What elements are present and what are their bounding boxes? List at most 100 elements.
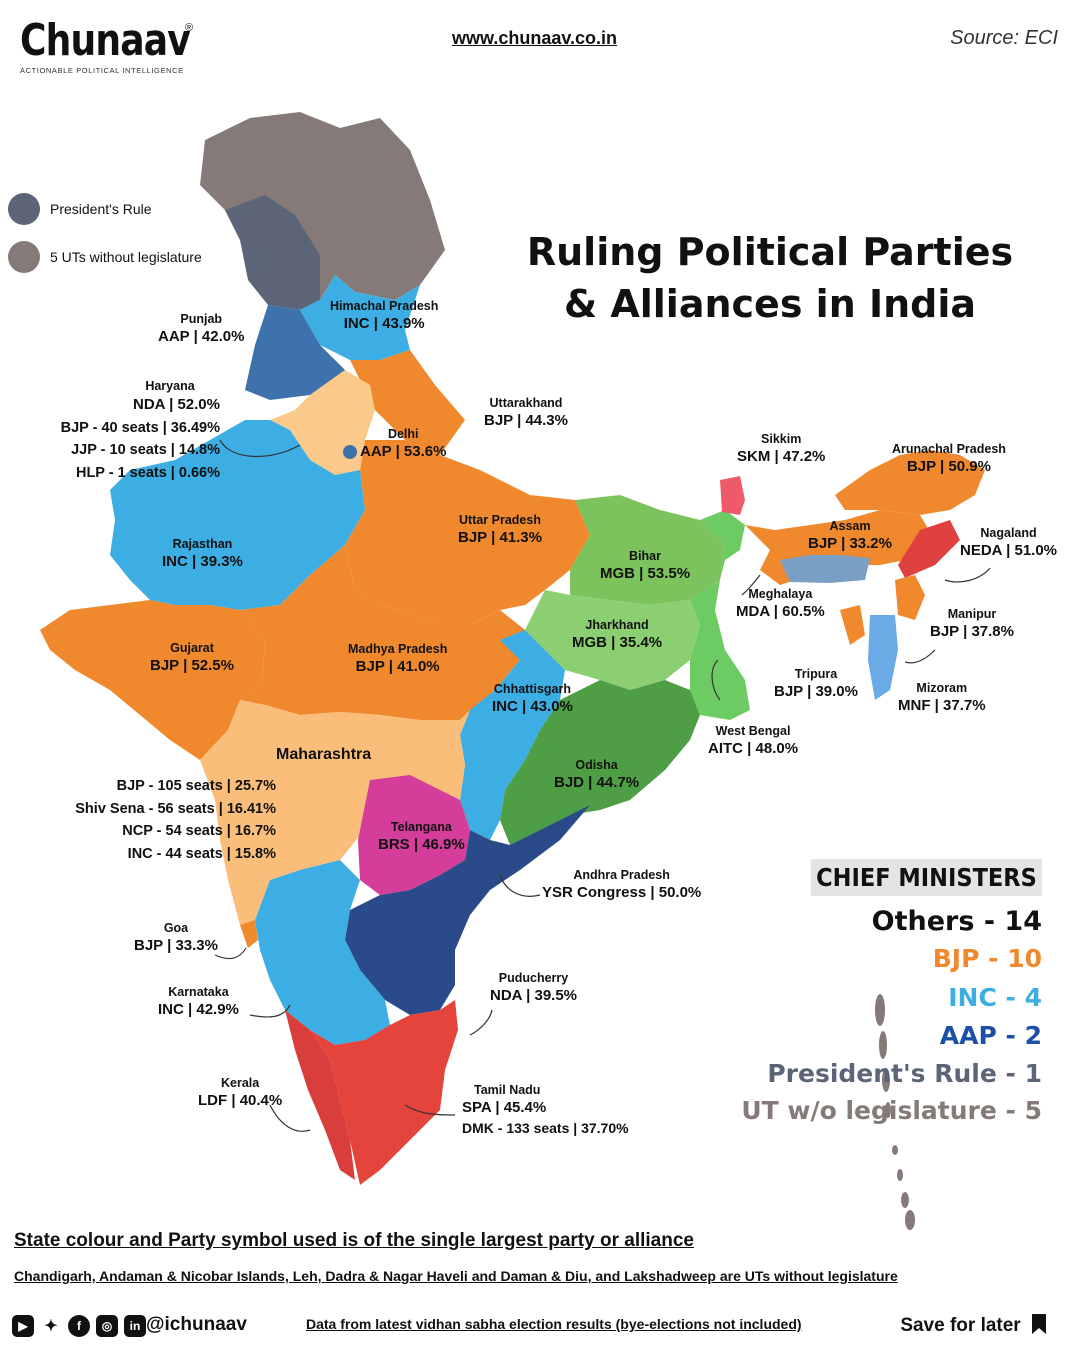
- label-chhattisgarh: Chhattisgarh INC | 43.0%: [492, 681, 573, 717]
- state-name: Tamil Nadu: [474, 1083, 541, 1097]
- state-value: BJP | 52.5%: [150, 657, 234, 674]
- legend-president: President's Rule: [8, 193, 152, 225]
- brand-logo: Chunaav ® ACTIONABLE POLITICAL INTELLIGE…: [20, 15, 227, 76]
- state-value: BJP | 44.3%: [484, 412, 568, 429]
- label-manipur: Manipur BJP | 37.8%: [930, 606, 1014, 642]
- state-name: Odisha: [575, 758, 618, 772]
- state-value: NEDA | 51.0%: [960, 542, 1058, 559]
- label-telangana: Telangana BRS | 46.9%: [378, 819, 465, 855]
- label-kerala: Kerala LDF | 40.4%: [198, 1075, 282, 1111]
- state-value: AITC | 48.0%: [708, 740, 799, 757]
- state-value: BJP | 33.3%: [134, 937, 218, 954]
- label-jharkhand: Jharkhand MGB | 35.4%: [572, 617, 662, 653]
- state-value: AAP | 53.6%: [360, 443, 447, 460]
- label-uttarakhand: Uttarakhand BJP | 44.3%: [484, 395, 568, 431]
- region-andaman-islands: [875, 994, 915, 1230]
- cm-ut: UT w/o legislature - 5: [741, 1096, 1042, 1125]
- maharashtra-line: INC - 44 seats | 15.8%: [127, 845, 276, 862]
- state-value: BJP | 41.3%: [458, 529, 542, 546]
- state-name: Nagaland: [980, 526, 1037, 540]
- state-value: MGB | 53.5%: [600, 565, 691, 582]
- social-links: ▶ ✦ f ◎ in: [12, 1315, 146, 1337]
- label-goa: Goa BJP | 33.3%: [134, 920, 218, 956]
- facebook-icon[interactable]: f: [68, 1315, 90, 1337]
- state-name: Arunachal Pradesh: [892, 442, 1006, 456]
- state-name: West Bengal: [715, 724, 791, 738]
- footnote-uts: Chandigarh, Andaman & Nicobar Islands, L…: [14, 1268, 898, 1284]
- region-up: [345, 440, 590, 625]
- state-name: Manipur: [947, 607, 997, 621]
- state-name: Haryana: [145, 379, 195, 393]
- maharashtra-line: NCP - 54 seats | 16.7%: [122, 823, 276, 839]
- maharashtra-line: Shiv Sena - 56 seats | 16.41%: [75, 800, 276, 817]
- label-arunachal: Arunachal Pradesh BJP | 50.9%: [892, 441, 1006, 477]
- label-mp: Madhya Pradesh BJP | 41.0%: [348, 641, 447, 677]
- state-value: SKM | 47.2%: [737, 448, 826, 465]
- save-for-later[interactable]: Save for later: [900, 1314, 1046, 1337]
- state-value: INC | 42.9%: [158, 1001, 239, 1018]
- state-name: Jharkhand: [585, 618, 649, 632]
- state-value: INC | 39.3%: [162, 553, 243, 570]
- state-name: Tripura: [794, 667, 838, 681]
- state-name: Assam: [829, 519, 871, 533]
- region-jk-ladakh: [200, 112, 445, 300]
- region-himachal: [300, 275, 420, 360]
- footnote-colour: State colour and Party symbol used is of…: [14, 1230, 694, 1251]
- legend-swatch: [8, 193, 40, 225]
- state-value: MGB | 35.4%: [572, 634, 663, 651]
- region-karnataka: [255, 860, 390, 1045]
- youtube-icon[interactable]: ▶: [12, 1315, 34, 1337]
- state-name: Uttar Pradesh: [459, 513, 541, 527]
- region-meghalaya: [780, 555, 870, 583]
- region-manipur: [895, 575, 925, 620]
- state-name: Telangana: [390, 820, 452, 834]
- region-nagaland: [898, 520, 960, 578]
- website-link[interactable]: www.chunaav.co.in: [452, 28, 618, 48]
- page-title: Ruling Political Parties & Alliances in …: [480, 226, 1060, 330]
- maharashtra-line: BJP - 105 seats | 25.7%: [116, 778, 276, 794]
- brand-tagline: ACTIONABLE POLITICAL INTELLIGENCE: [20, 66, 184, 75]
- label-bihar: Bihar MGB | 53.5%: [600, 548, 690, 584]
- cm-inc: INC - 4: [948, 983, 1042, 1012]
- region-tamilnadu: [310, 1000, 458, 1185]
- label-himachal: Himachal Pradesh INC | 43.9%: [330, 298, 438, 334]
- state-name: Karnataka: [168, 985, 229, 999]
- linkedin-icon[interactable]: in: [124, 1315, 146, 1337]
- leader-lines: [214, 439, 991, 1132]
- region-delhi: [343, 445, 357, 459]
- label-ap: Andhra Pradesh YSR Congress | 50.0%: [542, 867, 701, 903]
- region-tripura: [840, 605, 865, 645]
- label-tripura: Tripura BJP | 39.0%: [774, 666, 858, 702]
- state-name: Punjab: [180, 312, 223, 326]
- state-value: INC | 43.9%: [343, 315, 425, 332]
- haryana-line: NDA | 52.0%: [132, 396, 220, 413]
- state-name: Uttarakhand: [489, 396, 563, 410]
- state-name: Chhattisgarh: [493, 682, 571, 696]
- state-name: Delhi: [387, 427, 419, 441]
- state-name: Madhya Pradesh: [348, 642, 448, 656]
- cm-aap: AAP - 2: [939, 1021, 1042, 1050]
- label-gujarat: Gujarat BJP | 52.5%: [150, 640, 234, 676]
- state-name: Goa: [163, 921, 189, 935]
- haryana-line: BJP - 40 seats | 36.49%: [60, 419, 220, 436]
- region-telangana: [358, 775, 470, 895]
- state-name: Bihar: [629, 549, 661, 563]
- state-name: Sikkim: [761, 432, 802, 446]
- region-ap: [345, 805, 590, 1015]
- brand-name: Chunaav: [20, 15, 191, 66]
- state-value: BJP | 39.0%: [774, 683, 858, 700]
- legend-label: 5 UTs without legislature: [50, 249, 202, 265]
- region-punjab: [245, 305, 345, 400]
- cm-bjp: BJP - 10: [932, 944, 1042, 973]
- instagram-icon[interactable]: ◎: [96, 1315, 118, 1337]
- maharashtra-name: Maharashtra: [276, 746, 372, 763]
- state-value: BJD | 44.7%: [554, 774, 640, 791]
- region-rajasthan: [110, 420, 365, 610]
- haryana-line: JJP - 10 seats | 14.8%: [71, 442, 220, 458]
- social-handle[interactable]: @ichunaav: [146, 1314, 247, 1335]
- twitter-icon[interactable]: ✦: [44, 1318, 58, 1335]
- region-uttarakhand: [350, 350, 465, 455]
- state-name: Gujarat: [170, 641, 214, 655]
- region-odisha: [500, 680, 700, 845]
